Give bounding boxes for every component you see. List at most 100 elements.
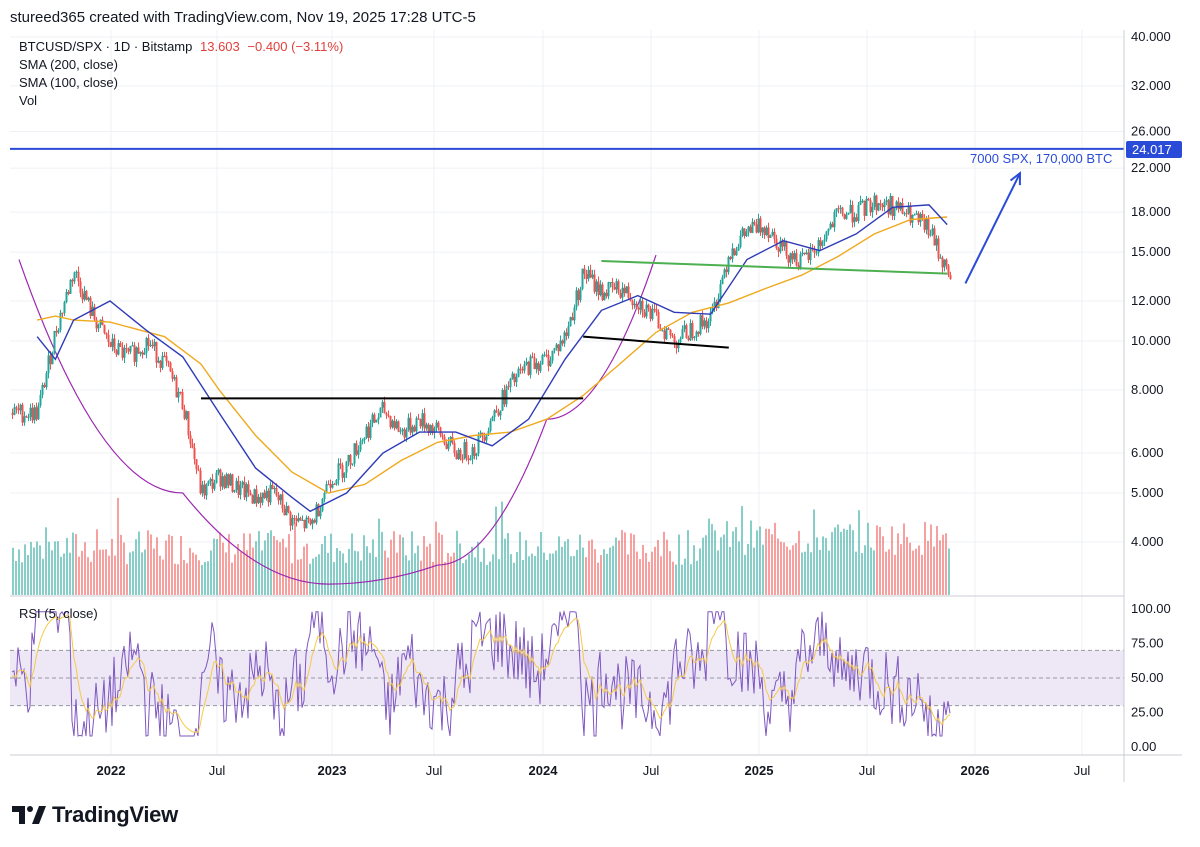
volume-bar (219, 532, 221, 595)
volume-bar (783, 542, 785, 595)
candle-body (387, 415, 390, 417)
candle-body (263, 492, 266, 498)
candle-body (193, 447, 196, 460)
candle-body (743, 228, 746, 237)
candle-body (941, 257, 944, 268)
volume-bar (750, 520, 752, 595)
candle-body (633, 303, 636, 306)
trend-line-green (601, 260, 948, 275)
volume-bar (636, 551, 638, 595)
symbol-row[interactable]: BTCUSD/SPX · 1D · Bitstamp 13.603 −0.400… (19, 38, 343, 56)
candle-body (523, 364, 526, 371)
y-tick-label: 8.000 (1131, 382, 1164, 397)
volume-bar (246, 550, 248, 595)
volume-bar (234, 554, 236, 595)
candle-body (45, 373, 48, 388)
volume-bar (138, 531, 140, 595)
candle-body (255, 489, 258, 504)
volume-bar (468, 554, 470, 595)
candle-body (79, 281, 82, 294)
candle-body (623, 287, 626, 294)
candle-body (85, 291, 88, 300)
target-arrow-head (1009, 171, 1022, 186)
candle-body (477, 435, 480, 454)
volume-bar (573, 556, 575, 595)
candle-body (207, 481, 210, 484)
candle-body (731, 248, 734, 259)
volume-bar (567, 539, 569, 595)
candle-body (425, 424, 428, 429)
candle-body (925, 218, 928, 230)
x-tick-label: 2026 (961, 763, 990, 778)
volume-bar (399, 534, 401, 595)
candle-body (841, 207, 844, 214)
candle-body (915, 213, 918, 215)
volume-bar (654, 546, 656, 595)
volume-bar (915, 548, 917, 595)
volume-bar (888, 549, 890, 595)
candle-body (573, 307, 576, 321)
volume-bar (702, 537, 704, 595)
axes: 40.000 32.000 26.000 22.000 18.000 15.000 12.0… (10, 29, 1182, 782)
candle-body (525, 361, 528, 365)
volume-bar (30, 541, 32, 595)
volume-bar (855, 551, 857, 595)
candle-body (813, 248, 816, 253)
candle-body (431, 425, 434, 434)
volume-bar (354, 550, 356, 595)
y-tick-label: 4.000 (1131, 534, 1164, 549)
volume-bar (300, 559, 302, 595)
volume-bar (117, 497, 119, 595)
indicator-volume[interactable]: Vol (19, 93, 38, 108)
indicator-sma100[interactable]: SMA (100, close) (19, 75, 118, 90)
volume-bar (870, 547, 872, 595)
volume-bar (414, 553, 416, 595)
volume-bar (207, 561, 209, 595)
volume-bar (891, 526, 893, 595)
candle-body (889, 195, 892, 215)
candle-body (57, 329, 60, 333)
candle-body (575, 290, 578, 308)
candle-body (655, 309, 658, 312)
candle-body (937, 238, 940, 259)
candle-body (331, 483, 334, 488)
candle-body (49, 355, 52, 365)
volume-bar (936, 526, 938, 595)
volume-bar (798, 530, 800, 595)
candle-body (599, 284, 602, 296)
volume-bar (213, 538, 215, 595)
volume-bar (762, 544, 764, 595)
candle-body (637, 308, 640, 310)
candle-body (471, 447, 474, 460)
candle-body (241, 481, 244, 485)
candle-body (835, 208, 838, 212)
candle-body (273, 488, 276, 490)
candle-body (503, 389, 506, 405)
candle-body (15, 407, 18, 409)
candle-body (521, 369, 524, 371)
candle-body (803, 252, 806, 255)
candle-body (875, 195, 878, 211)
candle-body (551, 350, 554, 361)
volume-bar (942, 534, 944, 595)
candle-body (217, 469, 220, 473)
volume-bar (447, 552, 449, 595)
candle-body (919, 213, 922, 223)
volume-bar (825, 538, 827, 595)
candle-body (367, 426, 370, 438)
volume-bar (897, 533, 899, 595)
candle-body (591, 274, 594, 278)
candle-body (215, 472, 218, 483)
candle-body (739, 235, 742, 248)
volume-bar (732, 531, 734, 595)
candle-body (857, 204, 860, 222)
volume-bar (885, 551, 887, 595)
candle-body (275, 488, 278, 496)
rsi-title[interactable]: RSI (5, close) (19, 606, 98, 621)
candle-body (339, 463, 342, 466)
candle-body (745, 231, 748, 237)
indicator-sma200[interactable]: SMA (200, close) (19, 57, 118, 72)
candle-body (107, 334, 110, 343)
volume-bar (609, 547, 611, 595)
